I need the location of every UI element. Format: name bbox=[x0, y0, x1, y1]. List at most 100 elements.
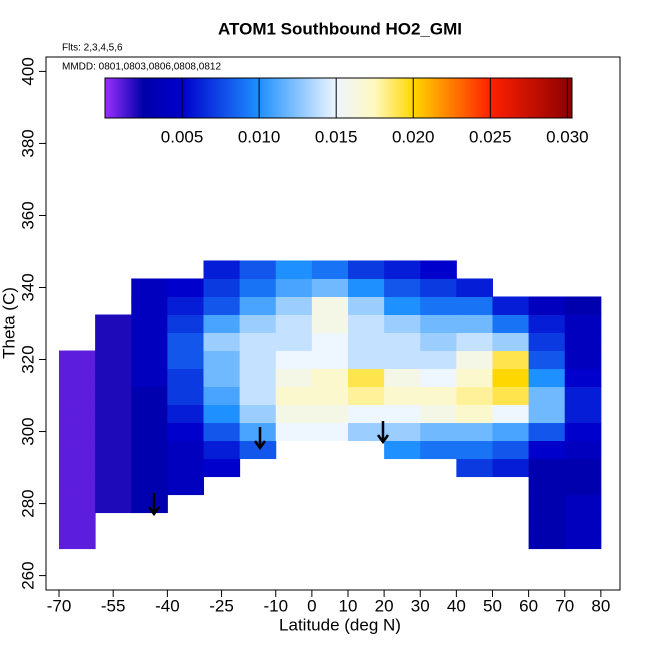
heat-cell bbox=[167, 278, 204, 297]
heat-cell bbox=[420, 404, 457, 424]
heat-cell bbox=[59, 494, 96, 514]
heat-cell bbox=[59, 386, 96, 406]
heat-cell bbox=[59, 458, 96, 478]
heat-cell bbox=[492, 296, 530, 315]
heat-cell bbox=[384, 314, 421, 334]
heat-cell bbox=[420, 314, 457, 334]
heat-cell bbox=[95, 386, 132, 406]
heat-cell bbox=[347, 278, 385, 297]
heat-cell bbox=[564, 404, 602, 424]
heat-cell bbox=[564, 332, 602, 352]
plot-frame bbox=[45, 56, 621, 591]
heat-cell bbox=[564, 494, 602, 514]
heat-cell bbox=[239, 422, 277, 442]
heat-cell bbox=[564, 512, 602, 532]
heat-cell bbox=[131, 350, 168, 370]
heat-cell bbox=[420, 350, 457, 370]
heat-cell bbox=[528, 350, 566, 370]
heat-cell bbox=[59, 422, 96, 442]
heat-cell bbox=[275, 350, 313, 370]
heat-cell bbox=[528, 476, 566, 496]
heat-cell bbox=[456, 458, 493, 478]
heat-cell bbox=[492, 440, 530, 460]
y-tick-label: 380 bbox=[18, 129, 37, 157]
heat-cell bbox=[275, 278, 313, 297]
heat-cell bbox=[528, 386, 566, 406]
heat-cell bbox=[131, 458, 168, 478]
heat-cell bbox=[311, 404, 349, 424]
heat-cell bbox=[384, 404, 421, 424]
chart-title: ATOM1 Southbound HO2_GMI bbox=[218, 19, 462, 38]
heat-cell bbox=[347, 386, 385, 406]
heat-cell bbox=[528, 512, 566, 532]
heat-cell bbox=[384, 278, 421, 297]
heat-cell bbox=[167, 296, 204, 315]
heat-cell bbox=[95, 350, 132, 370]
heat-cell bbox=[311, 422, 349, 442]
x-tick-label: 30 bbox=[411, 596, 430, 615]
heat-cell bbox=[456, 368, 493, 388]
heat-cell bbox=[275, 314, 313, 334]
heat-cell bbox=[347, 296, 385, 315]
heat-cell bbox=[420, 386, 457, 406]
y-tick-label: 300 bbox=[18, 417, 37, 445]
heat-cell bbox=[384, 368, 421, 388]
heat-cell bbox=[59, 404, 96, 424]
heat-cell bbox=[384, 350, 421, 370]
heat-cell bbox=[456, 350, 493, 370]
heat-cell bbox=[203, 386, 241, 406]
heat-cell bbox=[59, 512, 96, 532]
heat-cell bbox=[203, 350, 241, 370]
x-tick-label: -40 bbox=[155, 596, 180, 615]
annotation: Flts: 2,3,4,5,6 bbox=[62, 43, 123, 54]
heat-cell bbox=[131, 332, 168, 352]
y-tick-label: 320 bbox=[18, 345, 37, 373]
heat-cell bbox=[528, 404, 566, 424]
heat-cell bbox=[528, 296, 566, 315]
colorbar-tick-label: 0.020 bbox=[392, 127, 435, 146]
heat-cell bbox=[311, 278, 349, 297]
heat-cell bbox=[203, 440, 241, 460]
x-tick-label: 80 bbox=[591, 596, 610, 615]
heat-cell bbox=[420, 368, 457, 388]
heat-cell bbox=[492, 332, 530, 352]
heat-cell bbox=[492, 368, 530, 388]
heat-cell bbox=[239, 440, 277, 460]
heat-cell bbox=[564, 476, 602, 496]
x-tick-label: 20 bbox=[375, 596, 394, 615]
heat-cell bbox=[203, 422, 241, 442]
heat-cell bbox=[131, 386, 168, 406]
heat-cell bbox=[456, 440, 493, 460]
heat-cell bbox=[131, 494, 168, 514]
heat-cell bbox=[275, 296, 313, 315]
colorbar-tick-label: 0.015 bbox=[315, 127, 358, 146]
heat-cell bbox=[528, 458, 566, 478]
heat-cell bbox=[203, 332, 241, 352]
y-tick-label: 280 bbox=[18, 489, 37, 517]
heat-cell bbox=[564, 314, 602, 334]
heat-cell bbox=[239, 368, 277, 388]
heat-cell bbox=[492, 314, 530, 334]
heat-cell bbox=[492, 404, 530, 424]
heat-cell bbox=[167, 332, 204, 352]
heat-cell bbox=[275, 404, 313, 424]
heat-cell bbox=[420, 440, 457, 460]
heat-cell bbox=[420, 278, 457, 297]
x-tick-label: 40 bbox=[447, 596, 466, 615]
heat-cell bbox=[528, 314, 566, 334]
y-tick-label: 340 bbox=[18, 273, 37, 301]
heat-cell bbox=[384, 422, 421, 442]
heat-cell bbox=[420, 296, 457, 315]
heat-cell bbox=[275, 368, 313, 388]
heat-cell bbox=[95, 404, 132, 424]
heat-cell bbox=[239, 278, 277, 297]
heat-cell bbox=[384, 260, 421, 279]
y-tick-label: 400 bbox=[18, 57, 37, 85]
heat-cell bbox=[311, 296, 349, 315]
heat-cell bbox=[564, 422, 602, 442]
heat-cell bbox=[564, 530, 602, 550]
heat-cell bbox=[239, 332, 277, 352]
heat-cell bbox=[203, 278, 241, 297]
heat-cell bbox=[203, 260, 241, 279]
heat-cell bbox=[239, 386, 277, 406]
